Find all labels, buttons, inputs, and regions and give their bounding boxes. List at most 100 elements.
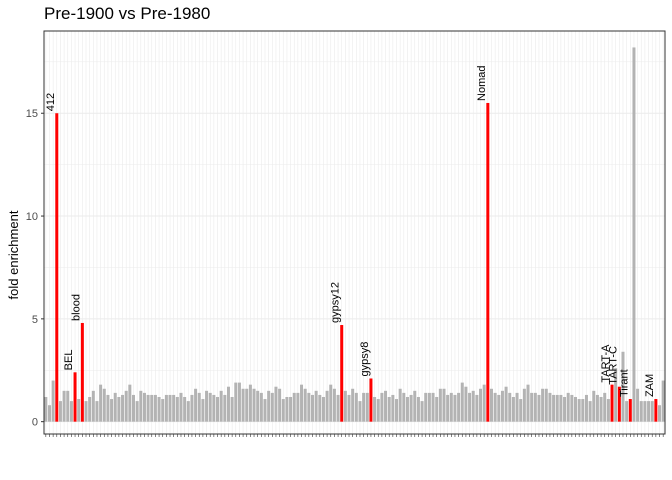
bar [435, 396, 439, 422]
bar [296, 392, 300, 422]
bar-highlighted [369, 378, 373, 422]
y-tick-label: 10 [26, 211, 38, 223]
bar-label: TART-C [607, 346, 619, 385]
bar [245, 388, 249, 422]
bar [376, 399, 380, 422]
bar [252, 388, 256, 422]
bar [259, 392, 263, 422]
bar [300, 384, 304, 422]
bar [413, 390, 417, 422]
bar [409, 394, 413, 422]
bar [88, 396, 92, 422]
bar [526, 384, 530, 422]
bar-label: gypsy12 [330, 282, 342, 323]
bar [387, 396, 391, 422]
bar [95, 401, 99, 422]
bar [267, 390, 271, 422]
bar [530, 392, 534, 422]
bar [146, 394, 150, 422]
bar [362, 392, 366, 422]
bar [511, 396, 515, 422]
bar [91, 390, 95, 422]
bar [373, 396, 377, 422]
bar [325, 390, 329, 422]
bar [574, 396, 578, 422]
bar-labels: 412 BEL blood gypsy12 gypsy8 Nomad TART-ATART-… [45, 65, 656, 397]
bar [117, 396, 121, 422]
bar-highlighted [73, 372, 77, 422]
bar [131, 394, 135, 422]
bar [442, 388, 446, 422]
bar [124, 390, 128, 422]
bar [354, 392, 358, 422]
bar [661, 380, 665, 422]
bar [216, 396, 220, 422]
bar-highlighted [628, 399, 632, 422]
bar [77, 399, 81, 422]
bar [563, 396, 567, 422]
bar [427, 392, 431, 422]
bar [212, 394, 216, 422]
bar [318, 394, 322, 422]
bar-label: TART-A [600, 344, 612, 383]
bar [508, 392, 512, 422]
bar [519, 399, 523, 422]
bar [471, 390, 475, 422]
bar [398, 388, 402, 422]
bar [584, 394, 588, 422]
bar [179, 392, 183, 422]
bar [201, 399, 205, 422]
bar [172, 394, 176, 422]
bar [84, 401, 88, 422]
bar [599, 396, 603, 422]
bar [475, 394, 479, 422]
bar [230, 396, 234, 422]
bar-label: blood [70, 294, 82, 321]
bar [391, 394, 395, 422]
bar [464, 386, 468, 422]
bar-label: gypsy8 [359, 342, 371, 377]
bar [186, 401, 190, 422]
bar [62, 390, 66, 422]
bar [493, 392, 497, 422]
bar [285, 396, 289, 422]
bar [310, 394, 314, 422]
y-tick-label: 15 [26, 108, 38, 120]
bar [164, 394, 168, 422]
bar [102, 388, 106, 422]
bar [482, 384, 486, 422]
bar [544, 388, 548, 422]
bar-highlighted [80, 322, 84, 422]
bar [658, 405, 662, 422]
bar [168, 394, 172, 422]
bar [274, 386, 278, 422]
bar [175, 396, 179, 422]
bar [51, 380, 55, 422]
bar [577, 399, 581, 422]
bar [595, 394, 599, 422]
bar [66, 390, 70, 422]
bar [336, 394, 340, 422]
bar [405, 396, 409, 422]
bar [263, 399, 267, 422]
y-tick-label: 5 [32, 314, 38, 326]
bar [329, 384, 333, 422]
bar-highlighted [654, 399, 658, 422]
bar [307, 392, 311, 422]
bar-label: BEL [63, 350, 75, 371]
bar [625, 401, 629, 422]
bar [321, 396, 325, 422]
bar-highlighted [486, 102, 490, 422]
bar-highlighted [610, 384, 614, 422]
bar [241, 388, 245, 422]
bar [479, 388, 483, 422]
bar [234, 382, 238, 422]
y-axis-label: fold enrichment [6, 210, 21, 299]
bar [639, 401, 643, 422]
bar [515, 392, 519, 422]
bar [47, 405, 51, 422]
grid [44, 31, 665, 434]
bar [621, 351, 625, 422]
bar [128, 384, 132, 422]
